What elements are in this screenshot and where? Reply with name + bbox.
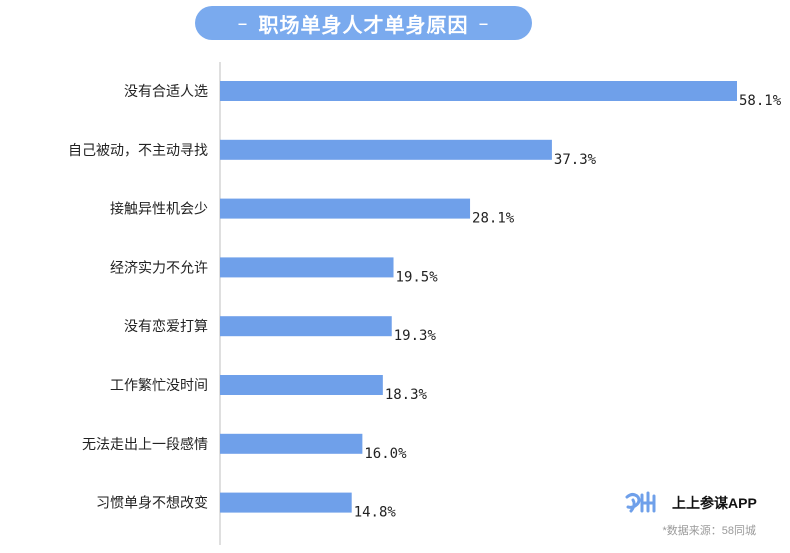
- data-source-note: *数据来源：58同城: [662, 525, 756, 537]
- bar: [220, 81, 737, 101]
- bar: [220, 257, 394, 278]
- category-label: 没有恋爱打算: [124, 318, 208, 335]
- value-label: 37.3%: [554, 152, 597, 168]
- value-label: 58.1%: [739, 93, 782, 109]
- brand-name: 上上参谋APP: [672, 495, 757, 511]
- bar: [220, 375, 383, 395]
- category-label: 自己被动，不主动寻找: [68, 143, 208, 159]
- category-label: 接触异性机会少: [110, 201, 208, 218]
- chart-title-banner: – 职场单身人才单身原因 –: [195, 6, 532, 40]
- bar: [220, 316, 392, 337]
- brand-logo-icon: [625, 491, 656, 513]
- title-dash-left: –: [237, 11, 249, 35]
- value-label: 18.3%: [385, 387, 428, 403]
- value-label: 16.0%: [364, 446, 407, 462]
- title-dash-right: –: [478, 11, 490, 35]
- bar: [220, 492, 352, 513]
- category-labels-group: 没有合适人选自己被动，不主动寻找接触异性机会少经济实力不允许没有恋爱打算工作繁忙…: [68, 84, 208, 512]
- value-label: 19.3%: [394, 328, 437, 344]
- category-label: 没有合适人选: [124, 84, 208, 100]
- category-label: 无法走出上一段感情: [82, 436, 208, 453]
- value-label: 14.8%: [354, 505, 397, 521]
- value-label: 19.5%: [396, 269, 439, 285]
- category-label: 习惯单身不想改变: [96, 495, 208, 512]
- bar: [220, 139, 552, 160]
- value-labels-group: 58.1% 37.3% 28.1% 19.5% 19.3% 18.3% 16.0% 14.8%: [354, 93, 782, 521]
- bars-group: [220, 81, 737, 513]
- brand: 上上参谋APP: [624, 490, 757, 516]
- bar: [220, 198, 471, 219]
- bar: [220, 433, 363, 454]
- category-label: 工作繁忙没时间: [110, 378, 208, 394]
- value-label: 28.1%: [472, 211, 515, 227]
- chart-title: 职场单身人才单身原因: [258, 12, 469, 37]
- category-label: 经济实力不允许: [110, 260, 208, 276]
